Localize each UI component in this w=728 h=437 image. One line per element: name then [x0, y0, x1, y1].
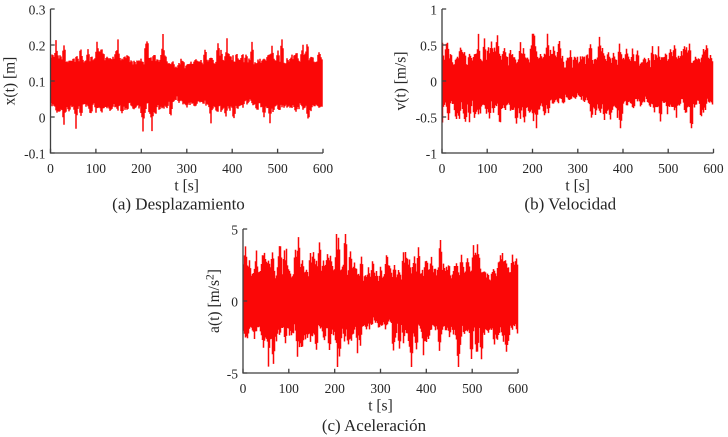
svg-text:0.1: 0.1 — [29, 74, 46, 89]
svg-text:500: 500 — [658, 161, 679, 176]
svg-text:100: 100 — [279, 381, 300, 396]
svg-text:0: 0 — [439, 161, 446, 176]
svg-text:600: 600 — [703, 161, 724, 176]
svg-text:400: 400 — [613, 161, 634, 176]
svg-text:-0.1: -0.1 — [24, 146, 45, 161]
svg-text:500: 500 — [267, 161, 288, 176]
svg-text:(c) Aceleración: (c) Aceleración — [322, 416, 427, 435]
svg-text:x(t) [m]: x(t) [m] — [2, 57, 19, 106]
svg-text:0.3: 0.3 — [29, 2, 46, 17]
svg-text:600: 600 — [313, 161, 334, 176]
svg-text:0: 0 — [231, 294, 238, 309]
svg-text:0: 0 — [240, 381, 247, 396]
svg-text:0: 0 — [430, 74, 437, 89]
svg-text:100: 100 — [477, 161, 498, 176]
svg-text:t [s]: t [s] — [174, 178, 199, 195]
svg-text:300: 300 — [568, 161, 589, 176]
svg-text:(a) Desplazamiento: (a) Desplazamiento — [112, 194, 245, 213]
svg-text:300: 300 — [370, 381, 391, 396]
svg-text:5: 5 — [231, 222, 238, 237]
svg-text:t [s]: t [s] — [368, 398, 393, 415]
svg-text:200: 200 — [131, 161, 152, 176]
svg-text:400: 400 — [416, 381, 437, 396]
svg-text:0.2: 0.2 — [29, 38, 46, 53]
svg-text:200: 200 — [325, 381, 346, 396]
svg-text:400: 400 — [222, 161, 243, 176]
svg-text:1: 1 — [430, 2, 437, 17]
svg-text:500: 500 — [462, 381, 483, 396]
svg-text:600: 600 — [508, 381, 529, 396]
svg-text:0: 0 — [39, 110, 46, 125]
svg-text:300: 300 — [177, 161, 198, 176]
svg-text:0: 0 — [47, 161, 54, 176]
svg-text:t [s]: t [s] — [565, 178, 590, 195]
svg-text:-0.5: -0.5 — [416, 110, 438, 125]
svg-text:0.5: 0.5 — [420, 38, 437, 53]
svg-text:v(t) [m/s]: v(t) [m/s] — [393, 52, 410, 111]
svg-text:100: 100 — [86, 161, 107, 176]
svg-text:-5: -5 — [227, 366, 238, 381]
svg-text:(b) Velocidad: (b) Velocidad — [524, 194, 616, 213]
svg-text:-1: -1 — [426, 146, 437, 161]
svg-text:200: 200 — [522, 161, 543, 176]
svg-text:a(t) [m/s2]: a(t) [m/s2] — [204, 269, 223, 333]
